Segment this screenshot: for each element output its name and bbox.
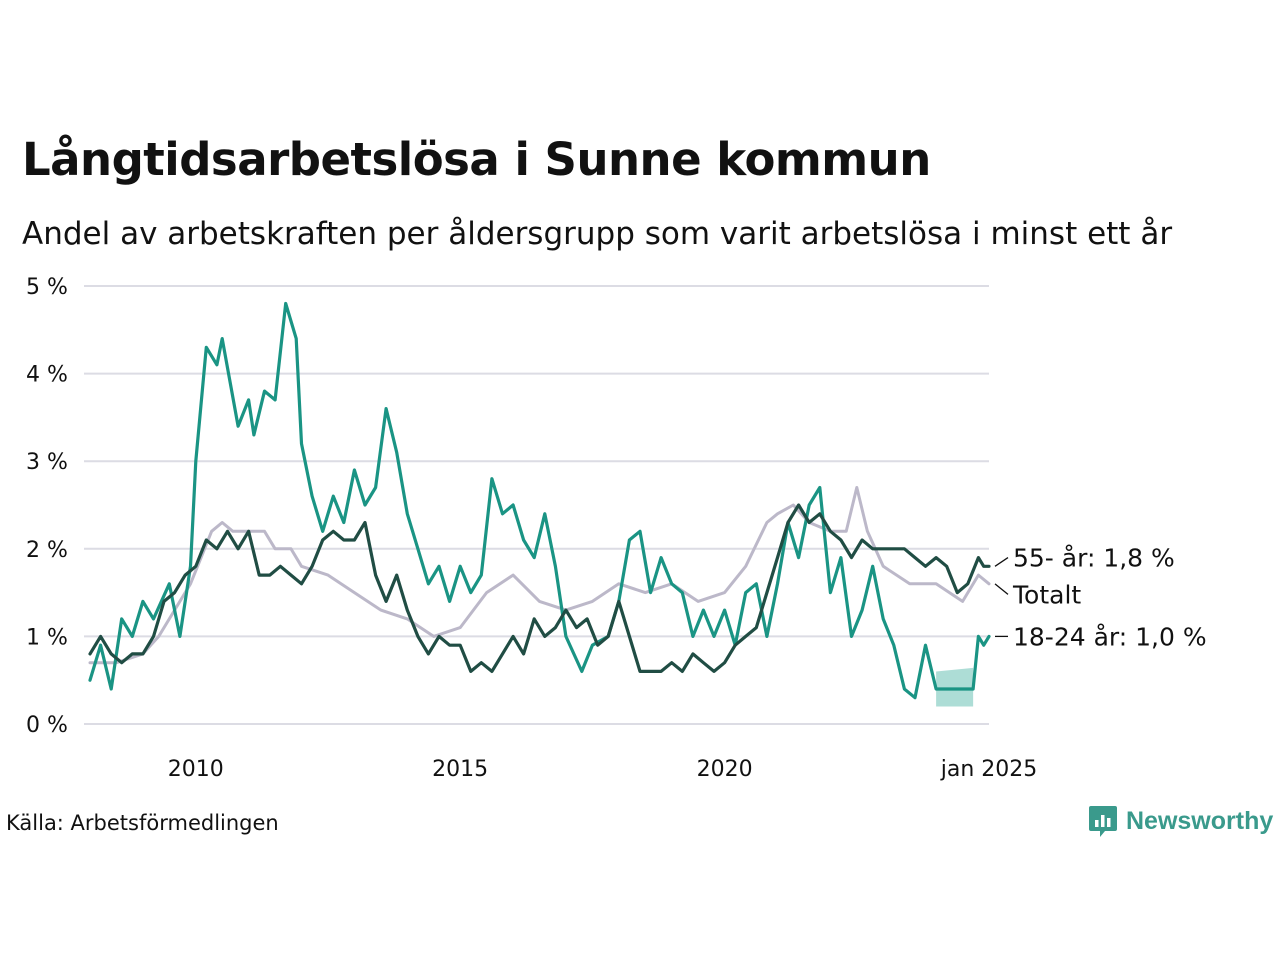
series-end-label: 18-24 år: 1,0 % <box>1013 622 1207 651</box>
series-lines <box>88 301 991 700</box>
x-tick-label: 2010 <box>168 757 224 782</box>
y-tick-label: 3 % <box>26 450 68 475</box>
chart-subtitle: Andel av arbetskraften per åldersgrupp s… <box>22 216 1173 252</box>
y-tick-label: 4 % <box>26 363 68 388</box>
uncertainty-band <box>936 667 974 707</box>
leader-line <box>994 583 1009 595</box>
y-tick-label: 2 % <box>26 538 68 563</box>
uncertainty-band-layer <box>936 667 974 707</box>
y-axis-ticks: 0 % 1 % 2 % 3 % 4 % 5 % <box>26 275 68 738</box>
y-tick-label: 5 % <box>26 275 68 300</box>
chart-title: Långtidsarbetslösa i Sunne kommun <box>22 133 931 186</box>
x-axis-ticks: 2010 2015 2020 jan 2025 <box>168 757 1038 782</box>
series-line-55-r <box>88 503 991 673</box>
source-note: Källa: Arbetsförmedlingen <box>6 811 279 835</box>
brand-name: Newsworthy <box>1126 806 1274 835</box>
x-tick-label: 2015 <box>432 757 488 782</box>
series-line-18-24-r <box>88 301 991 700</box>
series-line-totalt <box>88 486 991 665</box>
x-tick-label: 2020 <box>697 757 753 782</box>
series-end-label: 55- år: 1,8 % <box>1013 544 1175 573</box>
leader-line <box>994 557 1009 567</box>
series-end-label: Totalt <box>1012 580 1081 609</box>
y-tick-label: 1 % <box>26 625 68 650</box>
x-tick-label: jan 2025 <box>940 757 1038 782</box>
series-labels: Totalt 18-24 år: 1,0 % 55- år: 1,8 % <box>994 544 1207 651</box>
newsworthy-logo-icon <box>1089 806 1117 837</box>
y-tick-label: 0 % <box>26 713 68 738</box>
brand-logo: Newsworthy <box>1088 804 1273 838</box>
